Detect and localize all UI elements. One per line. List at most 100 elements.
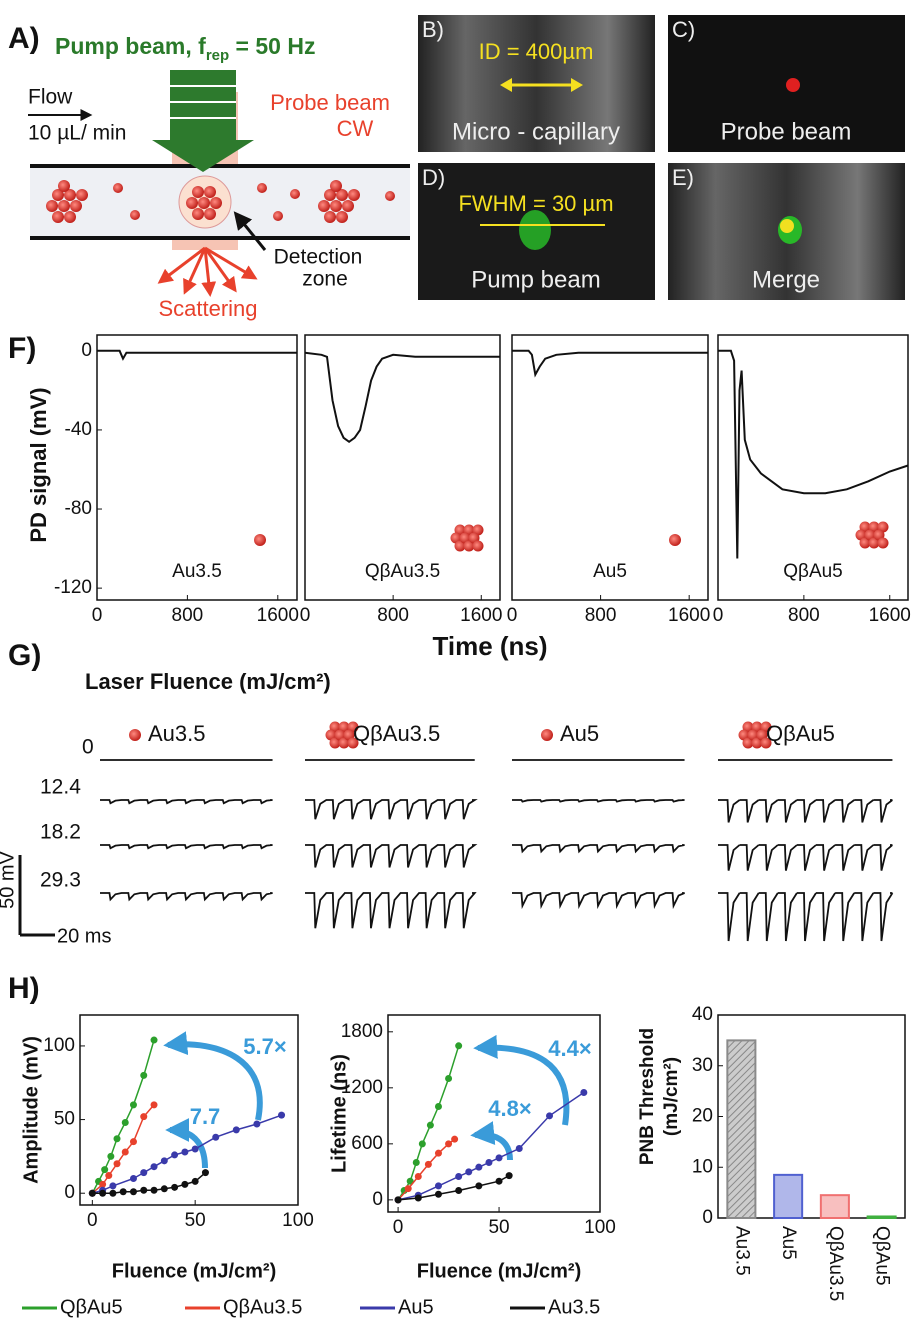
panel-label: F) [8,332,36,365]
pump-sub: rep [206,47,229,64]
x-tick-label: 1600 [257,605,299,626]
sample-icon [541,729,553,741]
probe-mode: CW [337,116,374,141]
plot-frame [304,334,501,601]
data-point [129,1174,137,1182]
nanoparticle [868,537,880,549]
bar [819,1194,850,1219]
data-point [434,1102,442,1110]
bar [726,1039,757,1219]
data-point [253,1120,261,1128]
legend-label: QβAu3.5 [223,1296,302,1318]
trace [512,892,685,910]
data-point [424,1160,432,1168]
y-axis-label: Lifetime (ns) [328,1054,350,1173]
plot-frame [79,1014,299,1206]
scale-t-label: 20 ms [57,925,111,947]
pump-title: Pump beam, frep = 50 Hz [55,33,315,64]
data-point [150,1186,158,1194]
image-annotation: ID = 400µm [479,39,594,64]
data-point [455,1042,463,1050]
y-tick-label: 0 [64,1182,75,1203]
y-tick-label: 0 [702,1207,713,1228]
data-point [160,1185,168,1193]
data-point [113,1135,121,1143]
x-tick-label: QβAu3.5 [825,1226,846,1301]
data-point [129,1188,137,1196]
nanoparticle [347,737,359,749]
x-tick-label: 50 [185,1210,206,1231]
y-axis-label: PNB Threshold [637,1028,658,1165]
sample-label: QβAu5 [783,561,843,582]
detection-label: Detection [274,246,363,269]
data-point [426,1121,434,1129]
data-point [455,1187,463,1195]
data-point [171,1183,179,1191]
sample-icon [254,534,266,546]
merge-yellow [780,219,794,233]
data-point [105,1172,113,1180]
pump-spot [519,210,551,250]
trace [305,799,478,820]
image-label: B) [422,17,444,42]
trace [512,799,685,803]
nanoparticle [129,729,141,741]
data-point [434,1182,442,1190]
image-label: D) [422,165,445,190]
data-point [495,1177,503,1185]
data-point [485,1159,493,1167]
x-tick-label: 1600 [668,605,710,626]
y-tick-label: 600 [351,1133,383,1154]
annotation: 7.7 [190,1104,221,1129]
x-tick-label: Au3.5 [731,1226,752,1276]
image-caption: Pump beam [471,266,600,293]
pump-beam [170,70,236,140]
plot-frame [387,1014,601,1213]
signal-line [512,349,708,378]
probe-spot [786,78,800,92]
data-point [278,1111,286,1119]
x-tick-label: 0 [393,1217,404,1238]
data-point [212,1133,220,1141]
annotation: 5.7× [243,1034,286,1059]
scattering-label: Scattering [158,296,257,321]
x-tick-label: 0 [300,605,311,626]
image-caption: Probe beam [721,118,852,145]
data-point [150,1036,158,1044]
bar [866,1215,897,1220]
y-tick-label: 50 [54,1109,75,1130]
data-point [445,1140,453,1148]
x-tick-label: 0 [713,605,724,626]
x-tick-label: 0 [92,605,103,626]
clusters [46,180,395,223]
x-tick-label: 100 [282,1210,314,1231]
data-point [150,1101,158,1109]
panel-label: H) [8,972,40,1005]
y-tick-label: 10 [692,1156,713,1177]
scatter-arrows [157,246,258,297]
data-point [495,1154,503,1162]
x-tick-label: 1600 [869,605,911,626]
trace [305,892,477,929]
y-tick-label: 1800 [341,1021,383,1042]
data-point [121,1119,129,1127]
scale-v-label: 50 mV [0,850,18,908]
data-point [129,1138,137,1146]
data-point [201,1169,209,1177]
data-point [150,1163,158,1171]
nanoparticle [463,540,475,552]
nanoparticle [338,737,350,749]
data-point [88,1189,96,1197]
x-tick-label: QβAu5 [872,1226,893,1286]
sample-label: QβAu3.5 [353,721,440,746]
y-tick-label: 100 [43,1035,75,1056]
x-tick-label: 1600 [460,605,502,626]
data-point [434,1190,442,1198]
fold-arrows [163,1031,570,1169]
sample-label: Au5 [593,561,627,582]
sample-label: Au3.5 [148,721,206,746]
sample-icon [855,521,889,549]
y-axis-label: PD signal (mV) [26,387,51,542]
probe-label: Probe beam [270,90,390,115]
